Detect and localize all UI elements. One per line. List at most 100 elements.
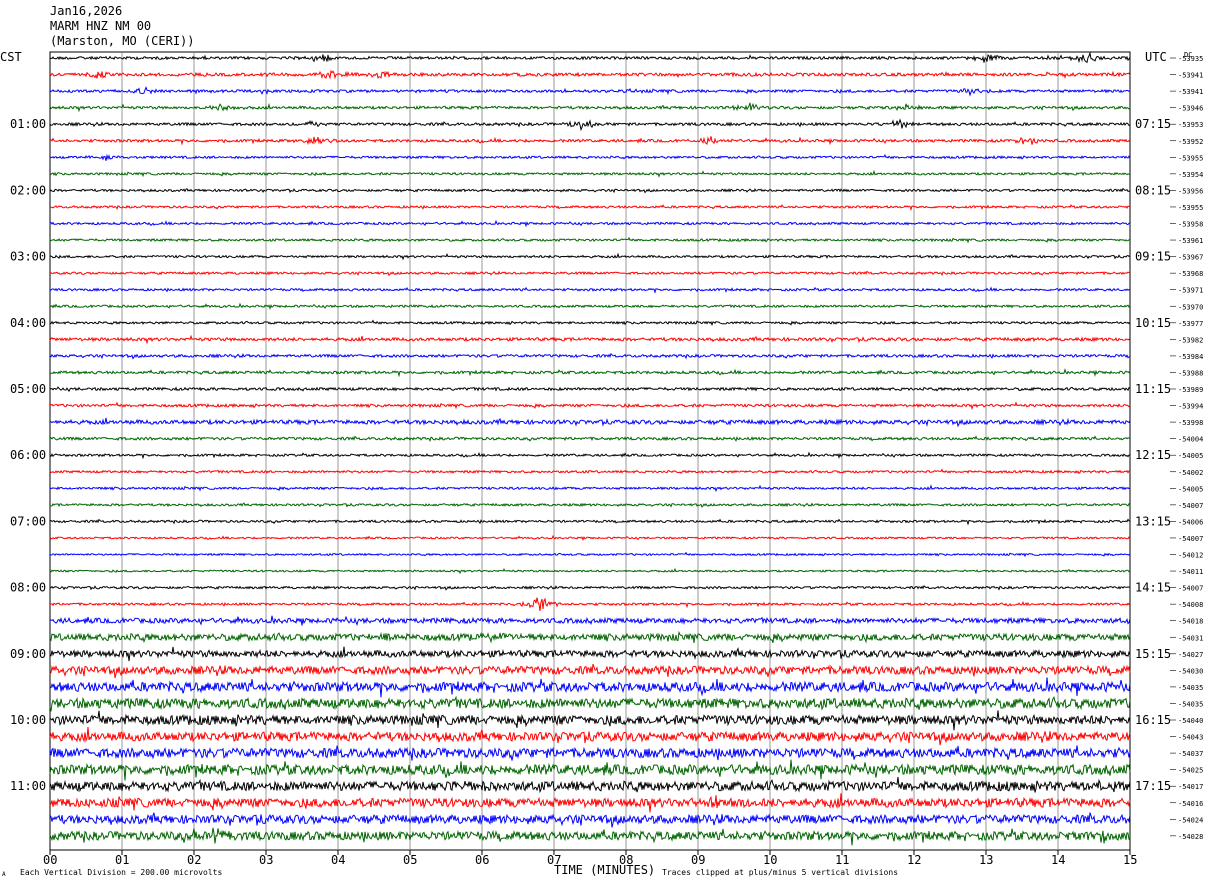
cst-hour-label: 03:00 (10, 250, 46, 264)
dc-offset-label: -53961 (1178, 237, 1203, 245)
utc-hour-label: 13:15 (1135, 514, 1171, 528)
trace-line (49, 219, 1131, 228)
dc-offset-label: -53953 (1178, 121, 1203, 129)
trace-line (49, 710, 1131, 731)
utc-hour-label: 07:15 (1135, 117, 1171, 131)
dc-offset-label: -53941 (1178, 72, 1203, 80)
trace-line (49, 695, 1131, 712)
station-location: (Marston, MO (CERI)) (50, 34, 195, 48)
x-tick-label: 00 (43, 853, 57, 867)
trace-line (49, 812, 1131, 828)
dc-offset-label: -54008 (1178, 601, 1203, 609)
x-tick-label: 10 (763, 853, 777, 867)
cst-hour-label: 04:00 (10, 316, 46, 330)
dc-offset-label: -54016 (1178, 800, 1203, 808)
dc-offset-label: -54005 (1178, 485, 1203, 493)
utc-hour-label: 17:15 (1135, 779, 1171, 793)
dc-offset-label: -54002 (1178, 469, 1203, 477)
clip-note: Traces clipped at plus/minus 5 vertical … (662, 868, 898, 877)
dc-offset-label: -54012 (1178, 552, 1203, 560)
dc-offset-label: -54028 (1178, 833, 1203, 841)
utc-hour-label: 14:15 (1135, 581, 1171, 595)
trace-line (49, 567, 1131, 575)
x-tick-label: 02 (187, 853, 201, 867)
x-tick-label: 05 (403, 853, 417, 867)
dc-offset-label: -54018 (1178, 618, 1203, 626)
dc-offset-label: -54011 (1178, 568, 1203, 576)
corner-mark: A (2, 871, 6, 878)
dc-offset-label: -53952 (1178, 138, 1203, 146)
dc-offset-label: -54007 (1178, 502, 1203, 510)
x-axis-title: TIME (MINUTES) (554, 863, 655, 877)
dc-offset-label: -53971 (1178, 287, 1203, 295)
x-tick-label: 15 (1123, 853, 1137, 867)
utc-hour-label: 12:15 (1135, 448, 1171, 462)
x-tick-label: 08 (619, 853, 633, 867)
dc-offset-label: -53967 (1178, 254, 1203, 262)
cst-hour-label: 07:00 (10, 514, 46, 528)
trace-line (49, 118, 1130, 132)
dc-offset-label: -54027 (1178, 651, 1203, 659)
dc-offset-label: -54043 (1178, 734, 1203, 742)
utc-hour-label: 15:15 (1135, 647, 1171, 661)
trace-line (50, 368, 1131, 378)
trace-line (49, 776, 1131, 794)
utc-axis-title: UTC (1145, 50, 1167, 64)
dc-offset-label: -54017 (1178, 783, 1203, 791)
utc-hour-label: 08:15 (1135, 183, 1171, 197)
plot-date: Jan16,2026 (50, 4, 123, 18)
trace-line (49, 136, 1131, 146)
scale-note: Each Vertical Division = 200.00 microvol… (20, 868, 222, 877)
trace-line (49, 551, 1131, 558)
trace-line (49, 102, 1131, 113)
trace-line (49, 204, 1130, 212)
trace-line (49, 468, 1131, 475)
dc-offset-label: -53941 (1178, 88, 1203, 96)
trace-line (49, 85, 1131, 97)
x-tick-label: 07 (547, 853, 561, 867)
trace-line (49, 484, 1131, 493)
trace-line (49, 69, 1131, 80)
dc-offset-label: -53954 (1178, 171, 1203, 179)
dc-offset-label: -53977 (1178, 320, 1203, 328)
dc-offset-label: -53989 (1178, 386, 1203, 394)
cst-hour-label: 01:00 (10, 117, 46, 131)
trace-line (49, 597, 1131, 611)
trace-line (49, 352, 1131, 360)
cst-hour-label: 06:00 (10, 448, 46, 462)
dc-offset-label: -54005 (1178, 452, 1203, 460)
dc-offset-label: -54007 (1178, 585, 1203, 593)
dc-offset-label: -53982 (1178, 336, 1203, 344)
cst-hour-label: 05:00 (10, 382, 46, 396)
dc-offset-label: -54030 (1178, 667, 1203, 675)
trace-line (49, 759, 1131, 781)
trace-line (49, 677, 1131, 698)
trace-line (49, 319, 1131, 327)
trace-line (49, 51, 1131, 64)
dc-label: DC (1184, 51, 1192, 59)
x-tick-label: 14 (1051, 853, 1065, 867)
trace-line (49, 727, 1131, 746)
trace-line (49, 401, 1131, 411)
trace-line (49, 745, 1131, 761)
trace-line (49, 386, 1131, 393)
trace-line (49, 187, 1131, 194)
x-tick-label: 04 (331, 853, 345, 867)
x-tick-label: 09 (691, 853, 705, 867)
cst-hour-label: 11:00 (10, 779, 46, 793)
cst-hour-label: 10:00 (10, 713, 46, 727)
trace-line (50, 252, 1131, 261)
trace-line (49, 630, 1131, 644)
trace-line (49, 663, 1131, 679)
x-tick-label: 12 (907, 853, 921, 867)
dc-offset-label: -53998 (1178, 419, 1203, 427)
trace-line (49, 236, 1131, 244)
cst-hour-label: 09:00 (10, 647, 46, 661)
dc-offset-label: -54004 (1178, 436, 1203, 444)
dc-offset-label: -53955 (1178, 154, 1203, 162)
dc-offset-label: -54037 (1178, 750, 1203, 758)
trace-line (49, 334, 1131, 345)
dc-offset-label: -53988 (1178, 369, 1203, 377)
dc-offset-label: -54040 (1178, 717, 1203, 725)
trace-line (49, 615, 1131, 627)
